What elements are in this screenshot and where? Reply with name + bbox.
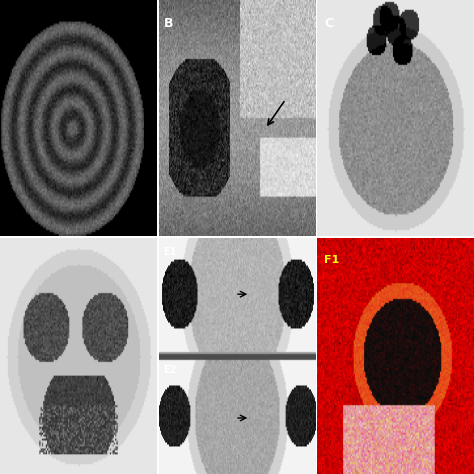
Text: F1: F1: [324, 255, 339, 265]
Text: C: C: [324, 17, 333, 30]
Text: E2: E2: [163, 365, 176, 375]
Text: E1: E1: [163, 247, 176, 257]
Text: B: B: [164, 17, 173, 30]
